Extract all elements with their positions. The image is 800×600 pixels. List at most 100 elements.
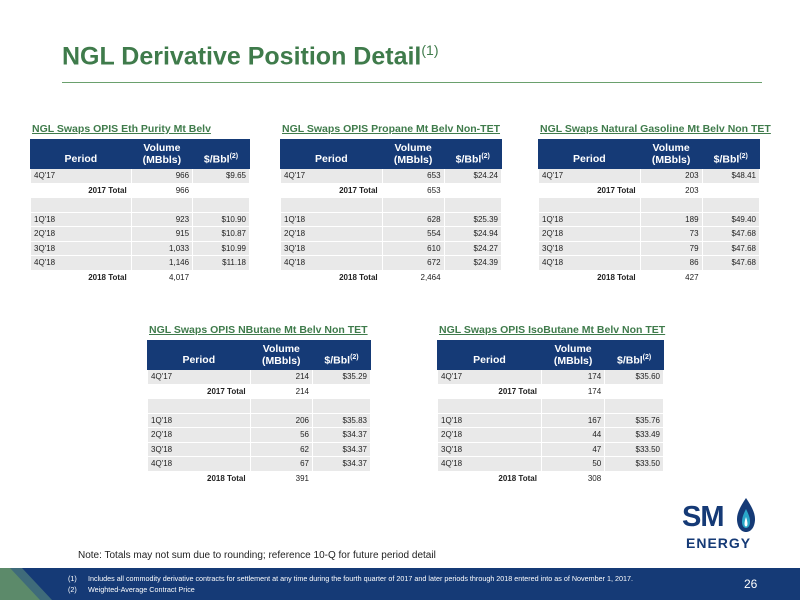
table-eth-purity: NGL Swaps OPIS Eth Purity Mt Belv Period V…	[30, 123, 250, 285]
volume-cell: 391	[249, 470, 314, 486]
table-total-row: 2018 Total 391	[147, 470, 371, 486]
position-table: Period Volume (MBbls) $/Bbl(2) 4Q'17 653 $24.2…	[280, 139, 503, 285]
table-total-row: 2018 Total 4,017	[30, 269, 250, 285]
volume-cell: 308	[540, 470, 606, 486]
table-total-row: 2017 Total 203	[538, 182, 761, 198]
price-cell: $47.68	[701, 240, 761, 256]
volume-cell	[540, 398, 606, 414]
period-cell: 2Q'18	[30, 226, 132, 242]
table-total-row: 2018 Total 2,464	[280, 269, 503, 285]
volume-cell: 50	[540, 456, 606, 472]
price-cell	[443, 197, 503, 213]
price-cell: $35.83	[312, 412, 371, 428]
column-header-volume: Volume (MBbls)	[540, 340, 606, 370]
volume-header-line1: Volume	[652, 142, 690, 154]
period-cell: 2018 Total	[30, 269, 132, 285]
position-table: Period Volume (MBbls) $/Bbl(2) 4Q'17 203 $48.4…	[538, 139, 761, 285]
table-row: 1Q'18 628 $25.39	[280, 211, 503, 227]
volume-cell	[130, 197, 194, 213]
price-header-text: $/Bbl	[203, 153, 230, 165]
table-row: 3Q'18 79 $47.68	[538, 240, 761, 256]
column-header-volume: Volume (MBbls)	[130, 139, 194, 169]
column-header-period: Period	[538, 139, 641, 169]
table-spacer-row	[30, 197, 250, 213]
price-header-text: $/Bbl	[455, 153, 482, 165]
price-header-text: $/Bbl	[616, 354, 643, 366]
volume-cell: 203	[639, 182, 703, 198]
volume-header-line2: (MBbls)	[393, 154, 433, 166]
period-cell: 4Q'18	[538, 255, 641, 271]
price-cell: $49.40	[701, 211, 761, 227]
period-cell: 3Q'18	[538, 240, 641, 256]
period-cell: 2017 Total	[538, 182, 641, 198]
price-cell: $24.39	[443, 255, 503, 271]
volume-cell: 923	[130, 211, 194, 227]
column-header-price: $/Bbl(2)	[443, 139, 503, 169]
volume-cell: 47	[540, 441, 606, 457]
period-cell	[30, 197, 132, 213]
table-title: NGL Swaps OPIS NButane Mt Belv Non TET	[149, 324, 368, 336]
volume-cell: 2,464	[381, 269, 445, 285]
volume-header-line2: (MBbls)	[142, 154, 182, 166]
price-cell	[312, 398, 371, 414]
table-row: 2Q'18 44 $33.49	[437, 427, 664, 443]
price-header-footnote-ref: (2)	[481, 152, 490, 160]
table-title: NGL Swaps Natural Gasoline Mt Belv Non T…	[540, 123, 771, 135]
table-row: 2Q'18 73 $47.68	[538, 226, 761, 242]
table-row: 1Q'18 206 $35.83	[147, 412, 371, 428]
position-table: Period Volume (MBbls) $/Bbl(2) 4Q'17 214 $35.2…	[147, 340, 371, 486]
table-row: 3Q'18 1,033 $10.99	[30, 240, 250, 256]
price-header-text: $/Bbl	[713, 153, 740, 165]
price-cell	[443, 182, 503, 198]
period-cell: 2017 Total	[30, 182, 132, 198]
column-header-price: $/Bbl(2)	[312, 340, 371, 370]
period-cell: 2017 Total	[437, 383, 542, 399]
table-row: 2Q'18 554 $24.94	[280, 226, 503, 242]
table-spacer-row	[538, 197, 761, 213]
position-table: Period Volume (MBbls) $/Bbl(2) 4Q'17 966 $9.65…	[30, 139, 250, 285]
column-header-volume: Volume (MBbls)	[639, 139, 703, 169]
period-cell: 4Q'18	[437, 456, 542, 472]
price-cell: $33.49	[604, 427, 664, 443]
volume-header-line2: (MBbls)	[262, 355, 301, 367]
period-cell: 3Q'18	[30, 240, 132, 256]
period-cell: 3Q'18	[437, 441, 542, 457]
volume-cell	[381, 197, 445, 213]
volume-header-line2: (MBbls)	[651, 154, 691, 166]
period-cell: 4Q'17	[538, 168, 641, 184]
column-header-volume: Volume (MBbls)	[381, 139, 445, 169]
company-logo: SM ENERGY	[680, 497, 760, 555]
price-cell	[701, 182, 761, 198]
price-cell: $35.76	[604, 412, 664, 428]
price-cell	[701, 269, 761, 285]
table-spacer-row	[437, 398, 664, 414]
period-cell: 4Q'18	[280, 255, 383, 271]
period-cell: 4Q'17	[147, 369, 251, 385]
period-cell	[538, 197, 641, 213]
table-row: 4Q'18 1,146 $11.18	[30, 255, 250, 271]
volume-cell: 44	[540, 427, 606, 443]
footnote-2: (2) Weighted-Average Contract Price	[68, 585, 195, 594]
price-cell: $10.99	[192, 240, 250, 256]
title-divider	[62, 82, 762, 83]
period-cell: 2Q'18	[538, 226, 641, 242]
page-title-footnote-ref: (1)	[421, 42, 439, 58]
table-total-row: 2018 Total 427	[538, 269, 761, 285]
volume-cell: 1,146	[130, 255, 194, 271]
volume-cell: 56	[249, 427, 314, 443]
table-row: 4Q'18 86 $47.68	[538, 255, 761, 271]
volume-cell: 1,033	[130, 240, 194, 256]
table-natural-gasoline: NGL Swaps Natural Gasoline Mt Belv Non T…	[538, 123, 771, 285]
column-header-price: $/Bbl(2)	[192, 139, 250, 169]
page-number: 26	[744, 577, 758, 591]
volume-cell: 672	[381, 255, 445, 271]
price-header-footnote-ref: (2)	[229, 152, 239, 160]
table-header-row: Period Volume (MBbls) $/Bbl(2)	[30, 139, 250, 169]
table-isobutane: NGL Swaps OPIS IsoButane Mt Belv Non TET…	[437, 324, 665, 486]
price-cell	[192, 182, 250, 198]
period-cell: 1Q'18	[437, 412, 542, 428]
price-cell: $10.90	[192, 211, 250, 227]
volume-cell: 214	[249, 383, 314, 399]
footer-accent-shape	[0, 568, 52, 600]
period-cell: 4Q'18	[147, 456, 251, 472]
